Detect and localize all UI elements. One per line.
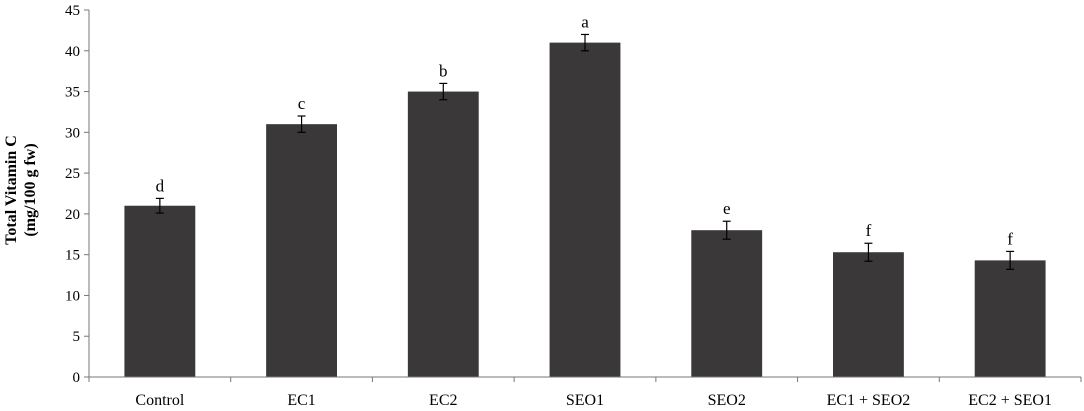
bar-0 <box>124 205 196 377</box>
y-axis-label: Total Vitamin C (mg/100 g fw) <box>3 135 39 245</box>
y-tick-label-9: 45 <box>65 3 80 19</box>
bars-group: d c b a e f f <box>124 12 1046 378</box>
bar-6 <box>974 260 1046 377</box>
bar-3 <box>549 42 621 377</box>
y-axis: 0 5 10 15 20 25 30 35 40 45 <box>65 3 90 386</box>
bar-2 <box>407 91 479 378</box>
y-tick-label-3: 15 <box>65 248 80 264</box>
y-tick-label-0: 0 <box>73 370 81 386</box>
x-category-label-5: EC1 + SEO2 <box>827 392 911 409</box>
y-tick-label-4: 20 <box>65 207 80 223</box>
significance-label-1: c <box>298 94 306 113</box>
significance-label-3: a <box>581 12 589 31</box>
bar-1 <box>266 124 337 377</box>
y-axis-label-line1: Total Vitamin C <box>3 135 20 245</box>
x-category-label-2: EC2 <box>429 392 457 409</box>
y-tick-label-5: 25 <box>65 166 80 182</box>
significance-label-6: f <box>1007 229 1013 248</box>
bar-5 <box>833 252 904 377</box>
x-category-label-0: Control <box>135 392 184 409</box>
y-tick-label-7: 35 <box>65 85 80 101</box>
y-tick-label-1: 5 <box>73 329 81 345</box>
significance-label-2: b <box>439 61 448 80</box>
significance-label-0: d <box>156 176 165 195</box>
y-tick-label-2: 10 <box>65 288 80 304</box>
y-axis-label-line2: (mg/100 g fw) <box>22 143 39 236</box>
x-category-label-6: EC2 + SEO1 <box>968 392 1052 409</box>
x-category-label-4: SEO2 <box>708 392 746 409</box>
significance-label-5: f <box>866 221 872 240</box>
bar-4 <box>691 230 763 377</box>
y-tick-label-6: 30 <box>65 125 80 141</box>
x-category-label-3: SEO1 <box>566 392 604 409</box>
x-category-label-1: EC1 <box>287 392 315 409</box>
x-axis: Control EC1 EC2 SEO1 SEO2 EC1 + SEO2 EC2 + SEO… <box>88 376 1082 409</box>
y-tick-label-8: 40 <box>65 44 80 60</box>
significance-label-4: e <box>723 199 731 218</box>
